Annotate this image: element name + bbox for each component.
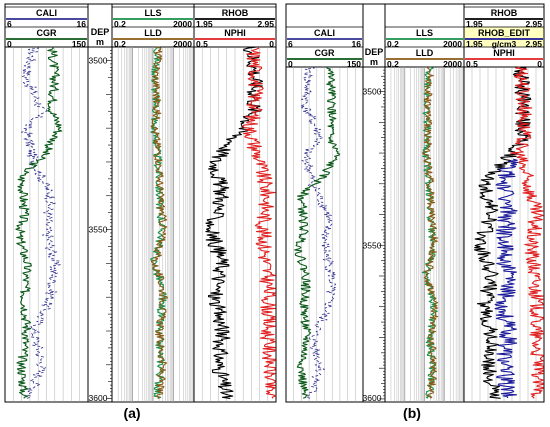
scale-min-nphi: 0.5 — [466, 59, 478, 69]
scale-max-lld: 2000 — [443, 59, 462, 69]
caption-a: (a) — [123, 405, 140, 421]
curve-name-nphi: NPHI — [224, 28, 246, 38]
scale-min-lld: 0.2 — [114, 39, 126, 49]
curve-name-rhob-edit: RHOB_EDIT — [478, 28, 531, 38]
curve-lls — [421, 66, 438, 399]
curve-rhob-edit — [494, 158, 519, 398]
depth-tick-label: 3500 — [89, 56, 108, 66]
panel-frame — [4, 3, 277, 403]
depth-axis-unit: m — [96, 37, 104, 47]
curve-cali — [299, 66, 337, 399]
curve-cgr — [15, 46, 63, 399]
curve-nphi — [242, 46, 276, 399]
scale-min-rhob: 1.95 — [466, 19, 483, 29]
curve-cali — [20, 47, 61, 399]
scale-max-nphi: 0 — [537, 59, 542, 69]
curve-nphi — [509, 66, 544, 399]
scale-min-rhob-edit: 1.95 — [466, 39, 483, 49]
curve-name-rhob: RHOB — [222, 8, 249, 18]
panel-a: CALI 6 16 CGR 0 150 LLS 0.2 2000 LLD 0.2 2000 RHOB 1.… — [4, 3, 277, 403]
depth-tick-label: 3550 — [363, 240, 382, 250]
depth-tick-label: 3550 — [89, 225, 108, 235]
scale-min-cali: 6 — [7, 19, 12, 29]
curve-cgr — [294, 66, 341, 399]
scale-max-rhob: 2.95 — [257, 19, 274, 29]
curve-name-cgr: CGR — [315, 48, 336, 58]
depth-axis-label: DEP — [91, 27, 110, 37]
scale-max-lls: 2000 — [173, 19, 192, 29]
depth-axis-unit: m — [370, 57, 378, 67]
scale-max-cali: 16 — [352, 39, 362, 49]
scale-min-lld: 0.2 — [387, 59, 399, 69]
scale-max-cgr: 150 — [72, 39, 86, 49]
panel-b: CALI 6 16 CGR 0 150 LLS 0.2 2000 LLD 0.2 2000 RHOB 1.… — [285, 3, 545, 403]
scale-max-lls: 2000 — [443, 39, 462, 49]
scale-min-cgr: 0 — [288, 59, 293, 69]
depth-tick-label: 3600 — [89, 393, 108, 403]
curve-name-lld: LLD — [416, 48, 434, 58]
header-highlight — [464, 27, 544, 47]
scale-max-rhob: 2.95 — [525, 19, 542, 29]
scale-min-nphi: 0.5 — [196, 39, 208, 49]
depth-tick-label: 3500 — [363, 87, 382, 97]
scale-min-lls: 0.2 — [387, 39, 399, 49]
scale-max-cali: 16 — [77, 19, 87, 29]
curve-name-nphi: NPHI — [493, 48, 515, 58]
caption-b: (b) — [403, 405, 421, 421]
curve-lld — [422, 66, 439, 399]
curve-name-lld: LLD — [144, 28, 162, 38]
scale-max-cgr: 150 — [347, 59, 361, 69]
curve-name-lls: LLS — [145, 8, 162, 18]
scale-max-lld: 2000 — [173, 39, 192, 49]
depth-axis-label: DEP — [365, 47, 384, 57]
scale-min-rhob: 1.95 — [196, 19, 213, 29]
curve-name-lls: LLS — [416, 28, 433, 38]
curve-name-cali: CALI — [36, 8, 57, 18]
depth-tick-label: 3600 — [363, 393, 382, 403]
curve-unit-rhob-edit: g/cm3 — [492, 39, 517, 49]
scale-max-rhob-edit: 2.95 — [525, 39, 542, 49]
scale-min-cgr: 0 — [7, 39, 12, 49]
scale-min-cali: 6 — [288, 39, 293, 49]
curve-lld — [150, 46, 169, 399]
curve-name-cali: CALI — [314, 28, 335, 38]
curve-name-cgr: CGR — [37, 28, 58, 38]
scale-min-lls: 0.2 — [114, 19, 126, 29]
curve-name-rhob: RHOB — [491, 8, 518, 18]
scale-max-nphi: 0 — [269, 39, 274, 49]
curve-rhob — [205, 46, 264, 399]
